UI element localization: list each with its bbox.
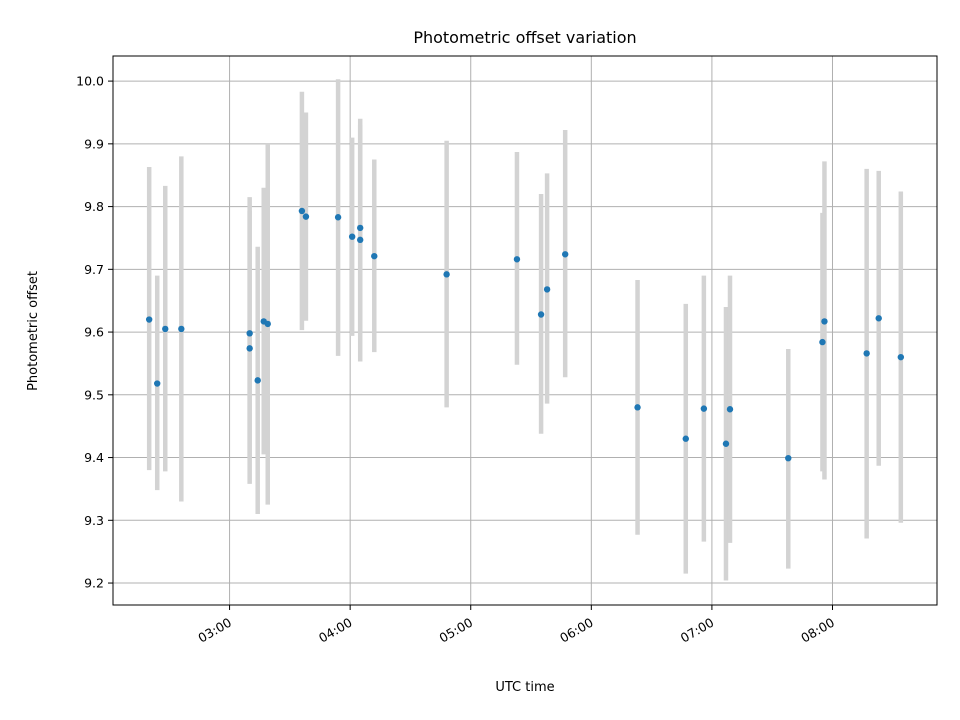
data-point [357,236,364,244]
x-tick-label: 04:00 [316,615,355,646]
data-point [700,405,708,412]
y-tick-label: 9.7 [84,262,104,277]
y-tick-label: 9.9 [84,136,104,151]
y-tick-label: 9.4 [84,450,104,465]
data-point [357,224,364,232]
x-tick-label: 05:00 [437,615,476,646]
data-point [875,315,882,322]
y-tick-label: 9.8 [84,199,104,214]
data-points [145,207,905,462]
data-point [543,286,551,293]
y-axis-label: Photometric offset [26,271,41,391]
x-tick-label: 08:00 [798,615,837,646]
x-tick-label: 03:00 [195,615,234,646]
data-point [302,213,310,220]
x-tick-label: 06:00 [557,615,596,646]
chart-title: Photometric offset variation [413,28,636,47]
y-tick-label: 9.3 [84,513,104,528]
data-point [145,316,153,323]
error-bars [146,79,904,581]
x-axis-label: UTC time [495,680,554,695]
data-point [897,353,905,361]
data-point [682,435,689,442]
y-tick-label: 10.0 [76,74,104,89]
data-point [722,440,730,447]
y-tick-label: 9.5 [84,387,104,402]
data-point [246,345,253,352]
x-axis-ticks: 03:00 04:00 05:00 06:00 07:00 08:00 [195,605,837,646]
data-point [371,252,378,260]
y-axis-ticks: 9.2 9.3 9.4 9.5 9.6 9.7 9.8 9.9 10.0 [76,74,113,591]
data-point [785,454,792,462]
data-point [863,350,870,357]
data-point [254,377,261,384]
x-tick-label: 07:00 [678,615,717,646]
data-point [819,338,826,346]
data-point [537,311,545,318]
data-point [634,404,641,411]
data-point [154,380,161,387]
data-point [513,256,521,263]
data-point [726,406,734,413]
y-tick-label: 9.6 [84,325,104,340]
y-tick-label: 9.2 [84,576,104,591]
data-point [298,207,306,215]
data-point [443,271,450,278]
data-point [561,251,569,258]
data-point [334,214,342,221]
grid-lines [113,56,937,605]
data-point [348,233,356,240]
data-point [162,325,169,333]
plot-frame [112,55,938,606]
data-point [246,330,253,337]
data-point [821,318,828,325]
data-point [178,325,185,333]
data-point [264,320,271,328]
